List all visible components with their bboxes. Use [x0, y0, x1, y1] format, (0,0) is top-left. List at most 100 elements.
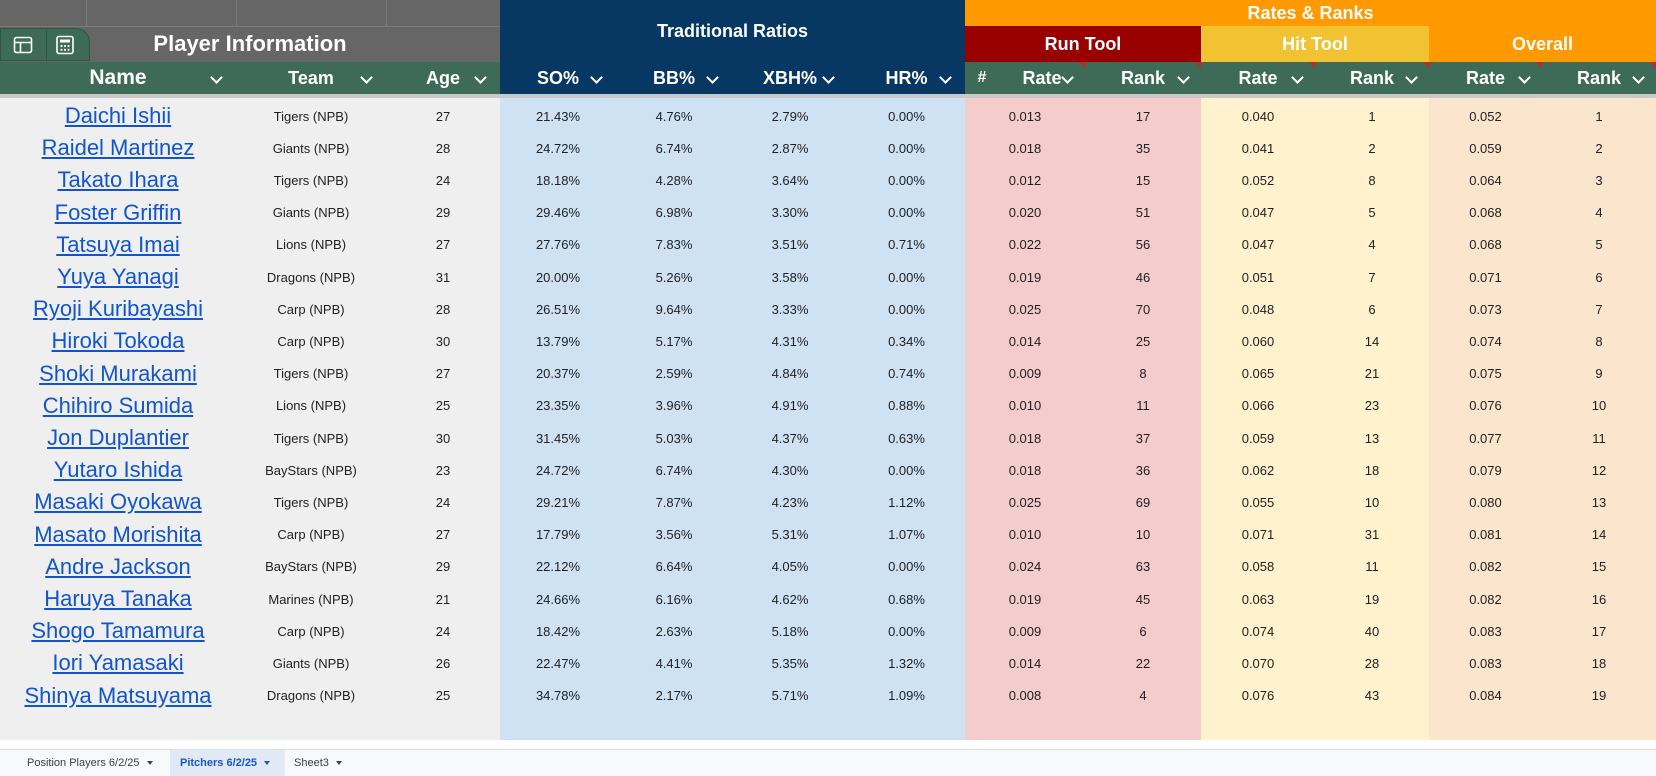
table-row: Shinya Matsuyama Dragons (NPB) 25 34.78% 2.1…	[0, 679, 1656, 713]
player-name-link[interactable]: Yutaro Ishida	[53, 457, 183, 483]
filter-chevron-icon[interactable]	[1177, 71, 1191, 85]
bb-pct-cell: 6.64%	[655, 559, 693, 575]
filter-chevron-icon[interactable]	[360, 71, 374, 85]
sheet-tab-sheet3[interactable]: Sheet3	[284, 750, 354, 776]
team-cell: Dragons (NPB)	[266, 269, 356, 285]
col-header-xbh[interactable]: XBH%	[732, 62, 848, 94]
filter-chevron-icon[interactable]	[706, 71, 720, 85]
sheet-tab-pitchers[interactable]: Pitchers 6/2/25	[170, 750, 285, 776]
bb-pct-cell: 2.63%	[655, 623, 693, 639]
col-header-so[interactable]: SO%	[500, 62, 616, 94]
hit-rate-cell: 0.047	[1241, 205, 1275, 221]
filter-chevron-icon[interactable]	[590, 71, 604, 85]
traditional-ratios-header: Traditional Ratios	[500, 0, 965, 62]
so-pct-cell: 27.76%	[535, 237, 581, 253]
so-pct-cell: 23.35%	[535, 398, 581, 414]
player-name-link[interactable]: Foster Griffin	[54, 199, 182, 225]
team-cell: Tigers (NPB)	[273, 108, 349, 124]
filter-chevron-icon[interactable]	[939, 71, 953, 85]
player-name-link[interactable]: Haruya Tanaka	[44, 586, 192, 611]
col-header-name[interactable]: Name	[0, 62, 236, 94]
filter-chevron-icon[interactable]	[210, 71, 224, 85]
overall-rate-cell: 0.081	[1469, 527, 1502, 543]
overall-rate-cell: 0.071	[1469, 269, 1502, 285]
table-row: Yuya Yanagi Dragons (NPB) 31 20.00% 5.26% 3.5…	[0, 260, 1656, 294]
col-header-hit-rank[interactable]: Rank	[1315, 62, 1429, 94]
col-header-run-rank[interactable]: Rank	[1085, 62, 1201, 94]
run-rate-cell: 0.025	[1008, 301, 1042, 317]
player-name-link[interactable]: Chihiro Sumida	[42, 392, 194, 418]
col-header-team[interactable]: Team	[236, 62, 386, 94]
age-cell: 29	[435, 559, 451, 575]
team-cell: Lions (NPB)	[275, 237, 347, 253]
col-header-hr[interactable]: HR%	[848, 62, 965, 94]
filter-chevron-icon[interactable]	[1632, 71, 1646, 85]
calculator-icon[interactable]	[55, 35, 75, 55]
overall-rank-cell: 10	[1591, 398, 1607, 414]
overall-rank-cell: 11	[1592, 430, 1606, 446]
run-rank-cell: 51	[1135, 205, 1151, 221]
player-name-link[interactable]: Masato Morishita	[34, 521, 202, 547]
run-rank-cell: 45	[1135, 591, 1151, 607]
col-header-hit-rate[interactable]: Rate	[1201, 62, 1315, 94]
player-name-link[interactable]: Ryoji Kuribayashi	[33, 296, 203, 322]
tab-menu-caret-icon[interactable]	[264, 761, 271, 765]
age-cell: 29	[435, 205, 451, 221]
col-header-overall-rate[interactable]: Rate	[1429, 62, 1542, 94]
sheet-tab-label: Sheet3	[294, 757, 329, 769]
hit-rank-cell: 40	[1364, 623, 1380, 639]
bb-pct-cell: 6.16%	[655, 591, 693, 607]
hr-pct-cell: 0.00%	[888, 269, 925, 285]
tab-menu-caret-icon[interactable]	[146, 761, 153, 765]
player-name-link[interactable]: Shogo Tamamura	[31, 618, 205, 644]
player-name-link[interactable]: Raidel Martinez	[41, 135, 195, 161]
table-row: Jon Duplantier Tigers (NPB) 30 31.45% 5.03% 4…	[0, 421, 1656, 455]
hr-pct-cell: 1.07%	[888, 527, 925, 543]
tab-menu-caret-icon[interactable]	[335, 761, 342, 765]
player-name-link[interactable]: Daichi Ishii	[64, 103, 172, 128]
run-rate-cell: 0.019	[1008, 269, 1042, 285]
run-rate-cell: 0.014	[1008, 333, 1042, 349]
xbh-pct-cell: 3.33%	[771, 301, 809, 317]
sheet-tab-label: Position Players 6/2/25	[27, 757, 140, 769]
filter-chevron-icon[interactable]	[1405, 71, 1419, 85]
player-name-link[interactable]: Andre Jackson	[45, 553, 191, 579]
player-name-link[interactable]: Masaki Oyokawa	[34, 489, 202, 515]
player-name-link[interactable]: Yuya Yanagi	[57, 264, 179, 289]
table-icon[interactable]	[13, 36, 33, 54]
run-rate-cell: 0.008	[1008, 688, 1042, 704]
xbh-pct-cell: 3.58%	[771, 269, 809, 285]
xbh-pct-cell: 4.37%	[771, 430, 809, 446]
hit-rank-cell: 14	[1364, 333, 1380, 349]
run-rate-cell: 0.020	[1008, 205, 1042, 221]
age-cell: 31	[435, 269, 451, 285]
hit-rank-cell: 43	[1364, 688, 1380, 704]
player-name-link[interactable]: Takato Ihara	[57, 167, 179, 193]
filter-chevron-icon[interactable]	[1291, 71, 1305, 85]
player-name-link[interactable]: Shoki Murakami	[39, 360, 197, 386]
player-name-link[interactable]: Hiroki Tokoda	[51, 328, 185, 354]
col-header-run-rate[interactable]: Rate	[999, 62, 1085, 94]
sheet-tab-position-players[interactable]: Position Players 6/2/25	[17, 750, 167, 776]
player-name-link[interactable]: Shinya Matsuyama	[24, 682, 212, 708]
player-name-link[interactable]: Iori Yamasaki	[52, 650, 184, 676]
table-row: Tatsuya Imai Lions (NPB) 27 27.76% 7.83% 3.51…	[0, 228, 1656, 262]
team-cell: Carp (NPB)	[277, 333, 345, 349]
hit-rate-cell: 0.047	[1241, 237, 1275, 253]
col-header-overall-rank[interactable]: Rank	[1542, 62, 1656, 94]
filter-chevron-icon[interactable]	[1518, 71, 1532, 85]
xbh-pct-cell: 5.31%	[771, 527, 809, 543]
col-header-age[interactable]: Age	[386, 62, 500, 94]
player-name-link[interactable]: Tatsuya Imai	[56, 231, 180, 257]
filter-chevron-icon[interactable]	[474, 71, 488, 85]
table-row: Takato Ihara Tigers (NPB) 24 18.18% 4.28% 3.6…	[0, 163, 1656, 197]
hit-rank-cell: 11	[1365, 559, 1379, 575]
overall-rank-cell: 1	[1595, 108, 1603, 124]
col-header-bb[interactable]: BB%	[616, 62, 732, 94]
bb-pct-cell: 7.87%	[655, 494, 693, 510]
filter-chevron-icon[interactable]	[822, 71, 836, 85]
filter-chevron-icon[interactable]	[1061, 71, 1075, 85]
run-rank-cell: 70	[1135, 301, 1151, 317]
overall-rate-cell: 0.059	[1469, 140, 1502, 156]
player-name-link[interactable]: Jon Duplantier	[47, 425, 189, 450]
